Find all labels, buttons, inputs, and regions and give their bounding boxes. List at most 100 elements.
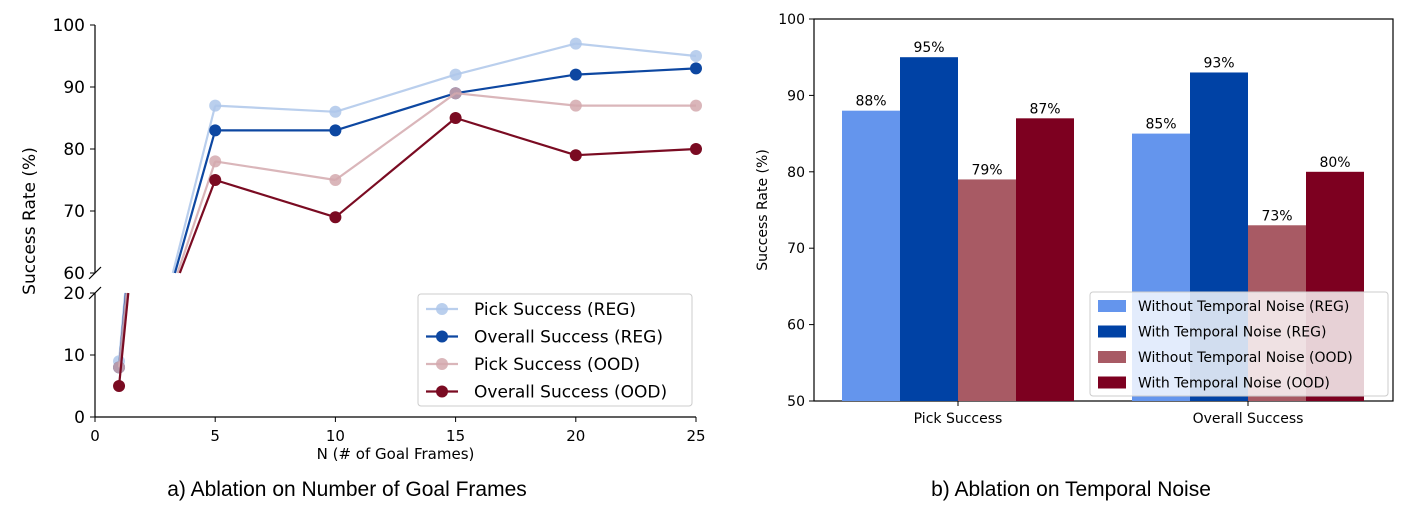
legend-marker	[436, 358, 448, 370]
legend-label: Overall Success (REG)	[474, 328, 663, 348]
series-line-segment	[171, 105, 217, 274]
x-tick-label: 25	[686, 427, 705, 445]
y-tick-label: 80	[63, 140, 85, 160]
legend-box	[417, 293, 693, 407]
bar-data-label: 88%	[855, 94, 886, 110]
y-tick-label: 90	[63, 78, 85, 98]
y-tick-label: 100	[778, 12, 805, 28]
y-axis-label: Success Rate (%)	[20, 147, 40, 295]
y-tick-label: 70	[787, 241, 805, 257]
data-point	[690, 50, 702, 62]
series-line-segment	[215, 160, 336, 182]
data-point	[113, 380, 126, 392]
bar-data-label: 87%	[1029, 101, 1060, 117]
data-point	[690, 62, 702, 75]
data-point	[209, 124, 222, 137]
legend-label: Overall Success (OOD)	[474, 383, 667, 403]
data-point	[449, 68, 462, 81]
data-point	[209, 99, 222, 112]
bar	[1016, 118, 1074, 401]
y-tick-label: 60	[63, 264, 85, 284]
y-tick-label: 20	[63, 284, 85, 304]
bar-data-label: 73%	[1261, 208, 1292, 224]
series-line-segment	[173, 130, 217, 274]
y-tick-label: 10	[63, 346, 85, 366]
legend-marker	[436, 303, 448, 315]
data-point	[329, 174, 342, 186]
data-point	[449, 87, 462, 100]
series-line-segment	[575, 67, 697, 76]
y-tick-label: 70	[63, 202, 85, 222]
y-tick-label: 80	[787, 165, 805, 181]
series-line-segment	[178, 179, 217, 274]
x-tick-label: Overall Success	[1193, 411, 1304, 427]
series-line-segment	[335, 92, 456, 132]
bar-data-label: 95%	[913, 40, 944, 56]
y-tick-label: 100	[53, 16, 85, 36]
data-point	[329, 105, 342, 118]
legend-swatch	[1098, 351, 1126, 363]
series-line-segment	[215, 104, 336, 113]
line-chart: 60 70 80 90 100 0 10 20 0 5 10 15 20 25 N (# of Goal F…	[20, 16, 706, 463]
data-point	[449, 112, 462, 124]
bar	[958, 179, 1016, 401]
bar-chart: 50 60 70 80 90 100 Success Rate (%) Pick Succes…	[755, 12, 1394, 427]
series-line-segment	[334, 92, 457, 181]
legend-label: Pick Success (OOD)	[474, 355, 640, 375]
data-point	[569, 68, 582, 81]
series-line-segment	[455, 42, 577, 76]
caption-right: b) Ablation on Temporal Noise	[931, 478, 1211, 501]
bar	[900, 57, 958, 401]
data-point	[209, 155, 222, 168]
series-line-segment	[117, 292, 130, 387]
legend-swatch	[1098, 325, 1126, 338]
y-tick-label: 0	[74, 408, 85, 428]
legend-swatch	[1098, 376, 1126, 389]
x-tick-label: 15	[446, 427, 465, 445]
y-tick-label: 60	[787, 318, 805, 334]
series-line-segment	[117, 292, 128, 368]
series-line-segment	[335, 73, 456, 113]
series-line-segment	[455, 73, 576, 95]
series-line-segment	[214, 178, 336, 219]
legend-label: With Temporal Noise (OOD)	[1138, 376, 1330, 392]
legend-label: With Temporal Noise (REG)	[1138, 325, 1326, 341]
legend-label: Without Temporal Noise (REG)	[1138, 299, 1349, 315]
x-axis-label: N (# of Goal Frames)	[317, 445, 475, 463]
legend-marker	[436, 330, 448, 343]
caption-left: a) Ablation on Number of Goal Frames	[167, 478, 527, 501]
bar	[842, 110, 900, 402]
data-point	[209, 174, 222, 186]
series-line-segment	[575, 147, 697, 157]
bar-data-label: 93%	[1203, 55, 1234, 71]
bar-data-label: 85%	[1145, 117, 1176, 133]
series-line-segment	[176, 161, 217, 274]
data-point	[690, 143, 702, 155]
data-point	[329, 124, 342, 137]
bar-data-label: 79%	[971, 162, 1002, 178]
plot-frame	[813, 18, 1394, 402]
y-axis-label: Success Rate (%)	[755, 149, 771, 271]
bar-data-label: 80%	[1319, 155, 1350, 171]
series-line-segment	[575, 42, 697, 58]
data-point	[569, 37, 582, 50]
y-tick-label: 50	[787, 394, 805, 410]
legend-marker	[436, 385, 448, 398]
series-line-segment	[334, 117, 457, 219]
series-line-segment	[455, 92, 576, 107]
x-tick-label: 0	[90, 427, 100, 445]
y-tick-label: 90	[787, 88, 805, 104]
x-tick-label: 10	[326, 427, 345, 445]
legend-box	[1089, 291, 1389, 397]
data-point	[569, 149, 582, 162]
legend-label: Pick Success (REG)	[474, 300, 636, 320]
x-tick-label: 5	[210, 427, 220, 445]
series-line-segment	[455, 116, 577, 157]
data-point	[329, 211, 342, 224]
legend-swatch	[1098, 300, 1126, 312]
x-tick-label: Pick Success	[914, 411, 1003, 427]
data-point	[113, 361, 126, 374]
legend-label: Without Temporal Noise (OOD)	[1138, 350, 1353, 366]
data-point	[569, 99, 582, 112]
